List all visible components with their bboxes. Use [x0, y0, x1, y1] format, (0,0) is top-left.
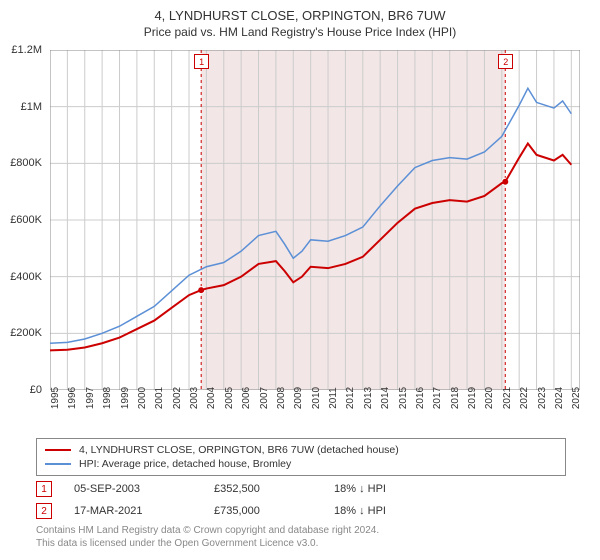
- x-tick-label: 2018: [450, 387, 461, 409]
- x-tick-label: 2017: [432, 387, 443, 409]
- x-tick-label: 2004: [206, 387, 217, 409]
- x-tick-label: 2022: [519, 387, 530, 409]
- x-tick-label: 1998: [102, 387, 113, 409]
- x-tick-label: 2025: [571, 387, 582, 409]
- legend-swatch: [45, 463, 71, 465]
- x-tick-label: 2007: [259, 387, 270, 409]
- footer-line1: Contains HM Land Registry data © Crown c…: [36, 524, 379, 537]
- footer-line2: This data is licensed under the Open Gov…: [36, 537, 379, 550]
- event-marker-box: 2: [36, 503, 52, 519]
- y-tick-label: £1M: [21, 101, 42, 113]
- y-tick-label: £0: [30, 384, 42, 396]
- x-tick-label: 2002: [172, 387, 183, 409]
- x-tick-label: 2003: [189, 387, 200, 409]
- y-tick-label: £400K: [10, 271, 42, 283]
- event-price: £735,000: [214, 505, 334, 517]
- event-delta: 18% ↓ HPI: [334, 483, 454, 495]
- x-tick-label: 2023: [537, 387, 548, 409]
- chart-title: 4, LYNDHURST CLOSE, ORPINGTON, BR6 7UW: [0, 0, 600, 25]
- x-tick-label: 2019: [467, 387, 478, 409]
- x-tick-label: 2008: [276, 387, 287, 409]
- event-date: 17-MAR-2021: [74, 505, 214, 517]
- event-marker-box: 1: [36, 481, 52, 497]
- event-price: £352,500: [214, 483, 334, 495]
- chart-area: [50, 50, 580, 390]
- x-tick-label: 2009: [293, 387, 304, 409]
- x-tick-label: 2005: [224, 387, 235, 409]
- legend-item: 4, LYNDHURST CLOSE, ORPINGTON, BR6 7UW (…: [45, 443, 557, 457]
- event-table: 1 05-SEP-2003£352,50018% ↓ HPI 2 17-MAR-202…: [36, 478, 566, 522]
- x-tick-label: 2011: [328, 387, 339, 409]
- x-tick-label: 2012: [345, 387, 356, 409]
- chart-plot: [50, 50, 580, 390]
- x-tick-label: 1995: [50, 387, 61, 409]
- x-tick-label: 2014: [380, 387, 391, 409]
- y-tick-label: £1.2M: [11, 44, 42, 56]
- x-tick-label: 2020: [484, 387, 495, 409]
- x-tick-label: 2010: [311, 387, 322, 409]
- event-marker-1: 1: [194, 54, 209, 69]
- legend-label: HPI: Average price, detached house, Brom…: [79, 458, 291, 470]
- x-tick-label: 2024: [554, 387, 565, 409]
- footer: Contains HM Land Registry data © Crown c…: [36, 524, 379, 550]
- y-axis: £0£200K£400K£600K£800K£1M£1.2M: [0, 50, 46, 390]
- x-tick-label: 2021: [502, 387, 513, 409]
- event-row: 1 05-SEP-2003£352,50018% ↓ HPI: [36, 478, 566, 500]
- x-tick-label: 2013: [363, 387, 374, 409]
- x-axis: 1995199619971998199920002001200220032004…: [50, 394, 580, 434]
- legend: 4, LYNDHURST CLOSE, ORPINGTON, BR6 7UW (…: [36, 438, 566, 476]
- event-delta: 18% ↓ HPI: [334, 505, 454, 517]
- event-date: 05-SEP-2003: [74, 483, 214, 495]
- y-tick-label: £200K: [10, 327, 42, 339]
- x-tick-label: 2006: [241, 387, 252, 409]
- x-tick-label: 2015: [398, 387, 409, 409]
- legend-swatch: [45, 449, 71, 451]
- x-tick-label: 2001: [154, 387, 165, 409]
- x-tick-label: 1996: [67, 387, 78, 409]
- x-tick-label: 2000: [137, 387, 148, 409]
- chart-subtitle: Price paid vs. HM Land Registry's House …: [0, 25, 600, 45]
- event-row: 2 17-MAR-2021£735,00018% ↓ HPI: [36, 500, 566, 522]
- x-tick-label: 1999: [120, 387, 131, 409]
- legend-item: HPI: Average price, detached house, Brom…: [45, 457, 557, 471]
- x-tick-label: 2016: [415, 387, 426, 409]
- event-marker-2: 2: [498, 54, 513, 69]
- y-tick-label: £800K: [10, 157, 42, 169]
- y-tick-label: £600K: [10, 214, 42, 226]
- legend-label: 4, LYNDHURST CLOSE, ORPINGTON, BR6 7UW (…: [79, 444, 399, 456]
- x-tick-label: 1997: [85, 387, 96, 409]
